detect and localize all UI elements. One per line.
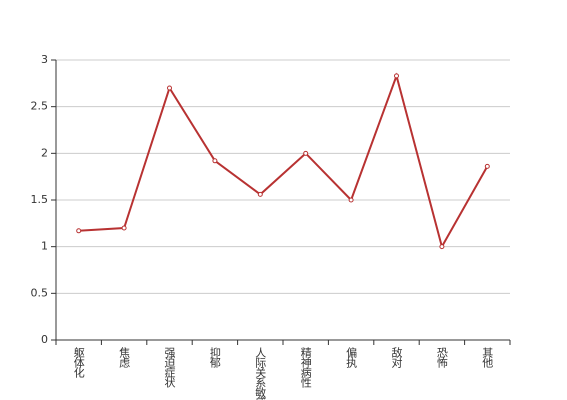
y-tick-label: 0 (41, 333, 48, 346)
point (394, 73, 399, 79)
point (303, 150, 309, 156)
x-tick-label: 强迫症状 (163, 347, 176, 388)
point (167, 85, 172, 91)
y-tick-label: 3 (41, 53, 48, 66)
x-tick-label: 恐怖 (435, 347, 448, 368)
x-tick-label: 精神病性 (299, 347, 312, 389)
x-tick-label: 躯体化 (72, 347, 85, 379)
line (78, 72, 489, 250)
y-tick-label: 1 (41, 240, 48, 253)
x-tick-label: 其他 (481, 347, 494, 368)
x-tick-label: 敌对 (390, 346, 403, 368)
y-tick-label: 1.5 (31, 193, 49, 206)
x-tick-label: 人际关系敏感 (254, 347, 267, 400)
y-tick-label: 2.5 (31, 100, 49, 113)
point (212, 158, 218, 164)
x-tick-label: 焦虑 (118, 347, 131, 368)
point (348, 197, 354, 203)
y-tick-label: 2 (41, 146, 48, 159)
point (257, 191, 263, 197)
x-tick-label: 抑郁 (208, 346, 221, 368)
x-tick-label: 偏执 (345, 346, 358, 369)
point (439, 244, 445, 250)
point (76, 228, 82, 234)
point (484, 163, 490, 169)
point (121, 225, 127, 231)
y-tick-label: 0.5 (31, 286, 49, 299)
